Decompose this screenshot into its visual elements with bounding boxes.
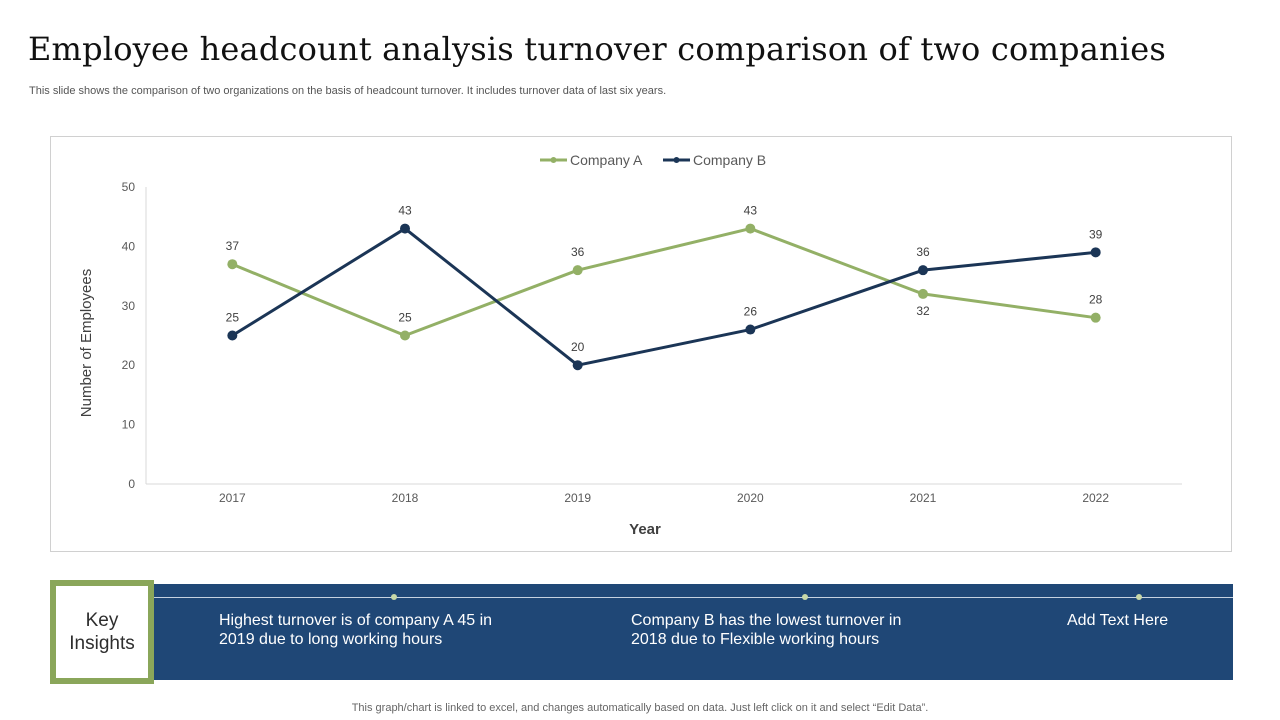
footer-note: This graph/chart is linked to excel, and… <box>351 702 929 714</box>
data-point-1[interactable] <box>918 265 928 276</box>
x-tick-label: 2017 <box>219 491 246 505</box>
insight-text-1[interactable]: Highest turnover is of company A 45 in 2… <box>219 612 493 648</box>
data-label: 43 <box>398 204 412 218</box>
insight-text-2[interactable]: Company B has the lowest turnover in 201… <box>631 612 902 648</box>
y-tick-label: 50 <box>122 180 136 194</box>
x-axis-title: Year <box>629 521 661 538</box>
legend-label-1[interactable]: Company B <box>693 152 766 168</box>
data-point-0[interactable] <box>227 259 238 270</box>
timeline-dot <box>1136 594 1142 600</box>
y-tick-label: 30 <box>122 299 136 313</box>
series-line-1[interactable] <box>231 227 1096 367</box>
data-point-0[interactable] <box>1090 312 1101 323</box>
page-subtitle: This slide shows the comparison of two o… <box>29 85 667 97</box>
data-label: 25 <box>398 311 412 325</box>
data-point-0[interactable] <box>745 223 756 234</box>
timeline-line <box>154 597 1233 598</box>
x-tick-label: 2019 <box>564 491 591 505</box>
y-axis-title: Number of Employees <box>78 269 95 417</box>
data-point-1[interactable] <box>400 223 410 234</box>
y-tick-label: 0 <box>128 477 135 491</box>
data-point-1[interactable] <box>572 360 583 371</box>
data-point-0[interactable] <box>572 265 583 276</box>
legend-label-0[interactable]: Company A <box>570 152 643 168</box>
legend-marker-1 <box>673 157 680 163</box>
data-label: 36 <box>916 245 930 259</box>
x-tick-label: 2021 <box>910 491 937 505</box>
chart-frame[interactable] <box>50 136 1232 552</box>
data-label: 25 <box>226 311 240 325</box>
line-chart[interactable]: 0 10 20 30 40 50 2017 2018 2019 2020 2021 2022 Year N… <box>0 0 1280 580</box>
data-label: 32 <box>916 304 930 318</box>
timeline-dot <box>391 594 397 600</box>
data-point-0[interactable] <box>400 330 410 341</box>
data-label: 36 <box>571 245 585 259</box>
data-label: 43 <box>744 204 758 218</box>
data-label: 39 <box>1089 227 1103 241</box>
data-label: 26 <box>744 305 758 319</box>
legend-marker-0 <box>550 157 557 163</box>
data-label: 37 <box>226 239 240 253</box>
key-insights-box: Key Insights <box>50 580 154 684</box>
x-tick-label: 2020 <box>737 491 764 505</box>
insight-text-3[interactable]: Add Text Here <box>1067 612 1169 629</box>
x-tick-label: 2022 <box>1082 491 1109 505</box>
series-line-0[interactable] <box>231 227 1096 337</box>
x-tick-label: 2018 <box>392 491 419 505</box>
data-label: 20 <box>571 340 585 354</box>
page-title: Employee headcount analysis turnover com… <box>28 30 1166 68</box>
data-point-0[interactable] <box>918 288 928 299</box>
key-insights-label: Key Insights <box>69 610 135 654</box>
y-tick-label: 20 <box>122 358 136 372</box>
y-tick-label: 40 <box>122 239 136 253</box>
timeline-dot <box>802 594 808 600</box>
data-point-1[interactable] <box>1090 247 1101 258</box>
y-tick-label: 10 <box>122 418 136 432</box>
data-label: 28 <box>1089 293 1103 307</box>
data-point-1[interactable] <box>227 330 238 341</box>
insights-bar <box>50 584 1233 680</box>
data-point-1[interactable] <box>745 324 756 335</box>
